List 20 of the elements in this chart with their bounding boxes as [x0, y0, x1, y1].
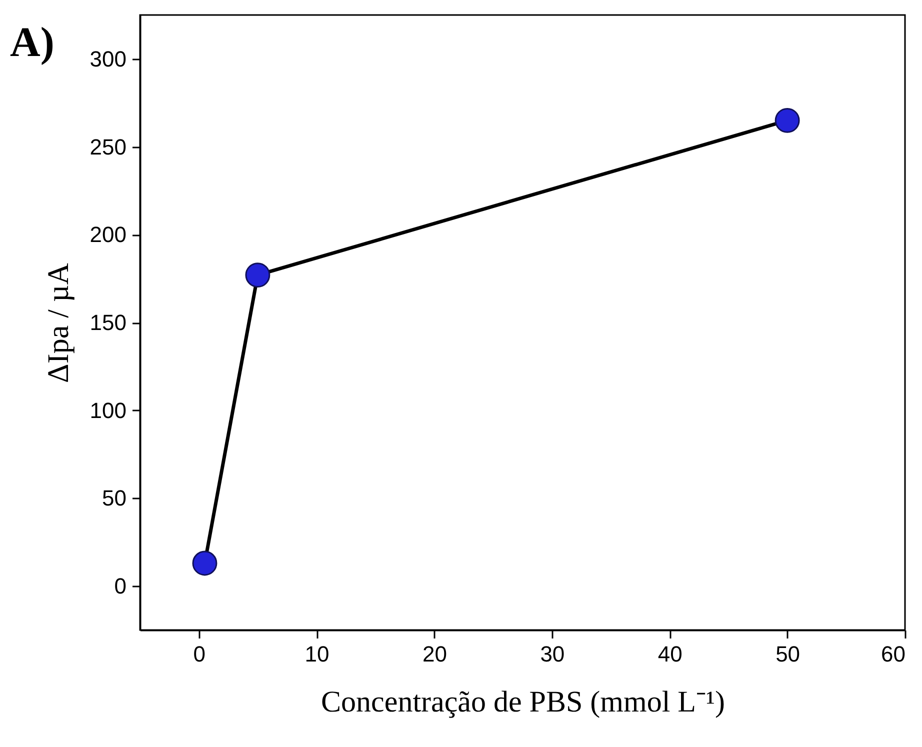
y-axis-title: ΔIpa / µA — [42, 262, 75, 383]
x-tick-label: 10 — [304, 642, 330, 666]
x-tick-label: 60 — [881, 642, 906, 666]
point — [192, 550, 218, 576]
x-tick-label: 0 — [193, 642, 206, 666]
y-tick-label: 100 — [90, 398, 126, 423]
x-axis-title: Concentração de PBS (mmol L⁻¹) — [321, 686, 725, 718]
y-tick-label: 150 — [90, 310, 126, 335]
y-tick-label: 200 — [90, 222, 126, 248]
point — [245, 262, 270, 288]
x-tick-label: 30 — [540, 642, 565, 666]
y-tick-label: 0 — [114, 574, 126, 599]
y-tick-label: 250 — [90, 134, 126, 160]
y-tick-label: 50 — [102, 486, 126, 511]
x-tick-label: 20 — [422, 642, 447, 666]
point — [774, 108, 800, 133]
x-tick-label: 40 — [658, 642, 682, 666]
x-tick-label: 50 — [776, 642, 800, 666]
y-tick-label: 300 — [90, 46, 126, 72]
chart-title: A) — [10, 20, 54, 66]
